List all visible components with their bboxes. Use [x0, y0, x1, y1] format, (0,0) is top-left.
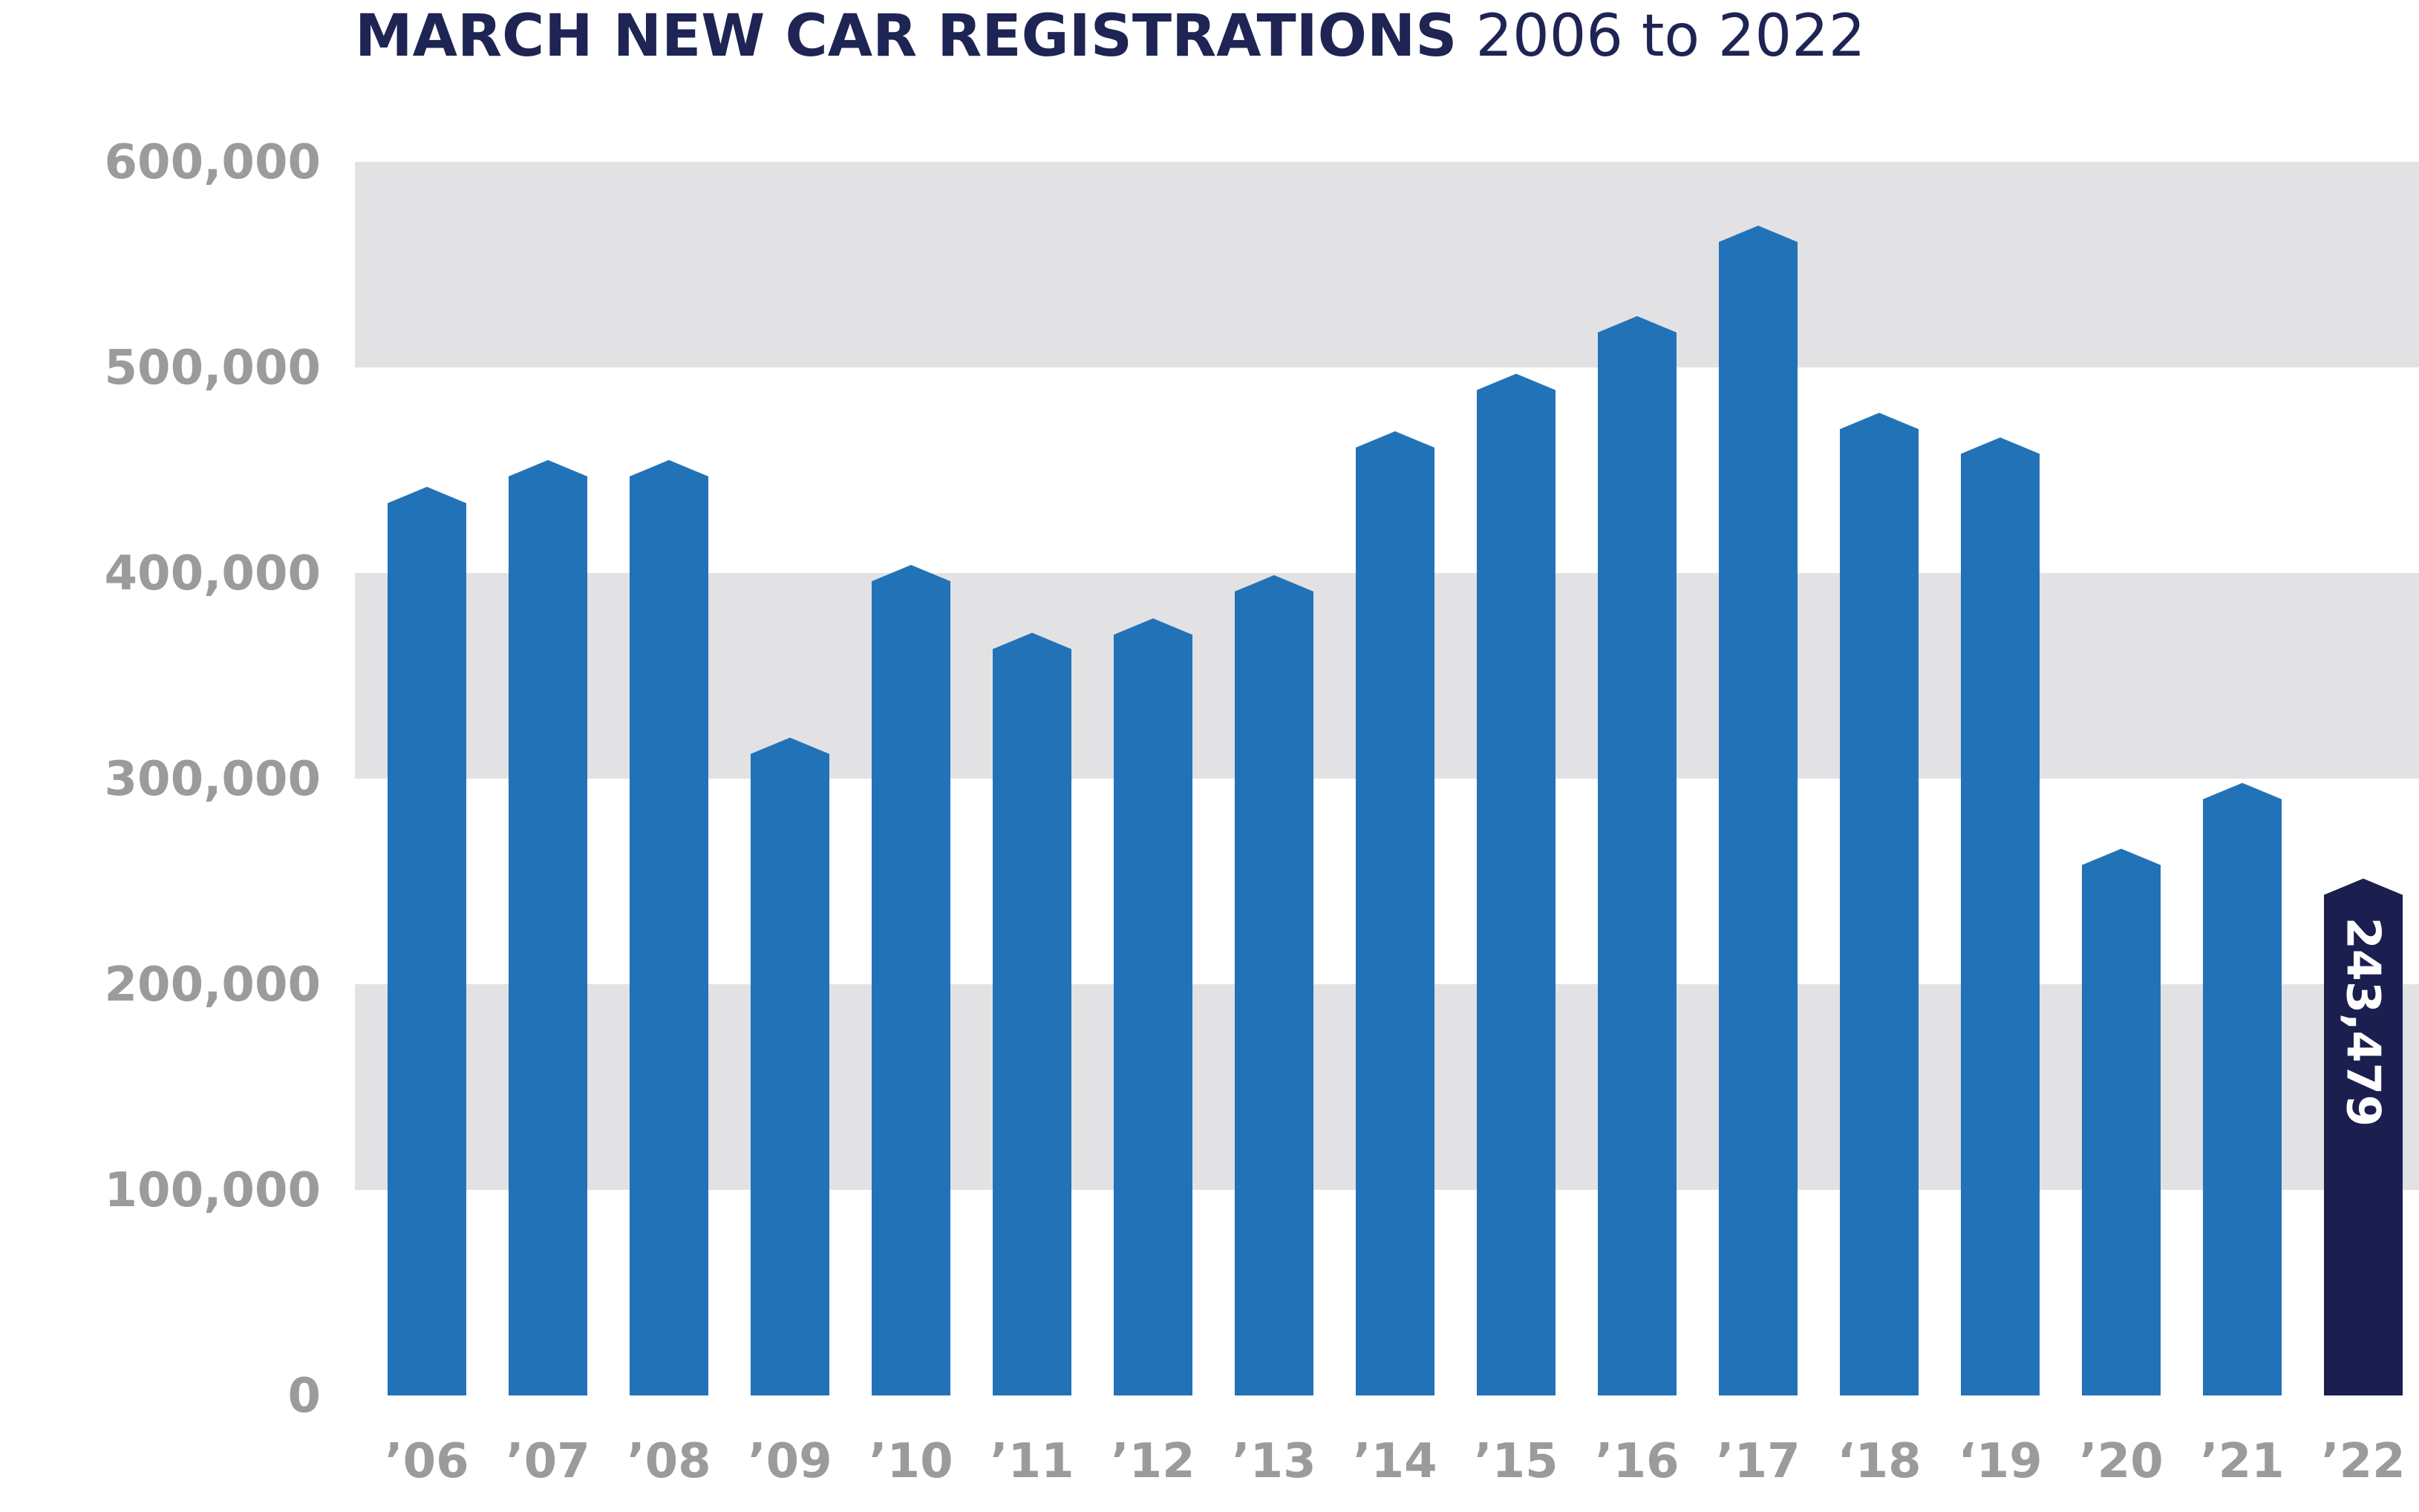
- x-tick-label: ’20: [2079, 1434, 2163, 1489]
- x-tick-label: ‘18: [1837, 1434, 1921, 1489]
- bar: [1598, 315, 1677, 1395]
- x-tick-label: ’12: [1111, 1434, 1195, 1489]
- y-tick-label: 200,000: [105, 958, 321, 1012]
- y-tick-label: 600,000: [105, 135, 321, 190]
- y-axis: 0 100,000 200,000 300,000 400,000 500,000 600,…: [105, 135, 321, 1424]
- y-tick-label: 0: [287, 1369, 321, 1424]
- bar: [993, 632, 1071, 1395]
- x-tick-label: ’10: [869, 1434, 953, 1489]
- bar: [388, 486, 466, 1395]
- bar: [630, 459, 708, 1395]
- x-axis: ’06 ’07 ’08 ’09 ’10 ’11 ’12 ’13 ’14 ’15 ’16 ’17 ‘18 ‘…: [385, 1434, 2405, 1489]
- x-tick-label: ’16: [1595, 1434, 1679, 1489]
- chart-title-main: MARCH NEW CAR REGISTRATIONS: [355, 3, 1457, 70]
- chart-title: MARCH NEW CAR REGISTRATIONS 2006 to 2022: [355, 3, 1865, 70]
- x-tick-label: ’21: [2200, 1434, 2284, 1489]
- x-tick-label: ’15: [1474, 1434, 1558, 1489]
- x-tick-label: ’06: [385, 1434, 469, 1489]
- bar: [1961, 437, 2040, 1395]
- bar: [509, 459, 587, 1395]
- bar: [2082, 848, 2161, 1395]
- bar: [1719, 226, 1798, 1395]
- x-tick-label: ’11: [990, 1434, 1074, 1489]
- chart-title-years: 2006 to 2022: [1476, 3, 1866, 70]
- bar-value-label: 243,479: [2337, 917, 2391, 1127]
- bar: [872, 565, 950, 1395]
- x-tick-label: ’14: [1353, 1434, 1437, 1489]
- y-tick-label: 400,000: [105, 546, 321, 601]
- x-tick-label: ‘19: [1958, 1434, 2042, 1489]
- gridline-band: [355, 162, 2419, 367]
- bar: [751, 737, 829, 1395]
- x-tick-label: ’22: [2321, 1434, 2405, 1489]
- y-tick-label: 100,000: [105, 1163, 321, 1218]
- data-labels: 243,479: [2337, 917, 2391, 1127]
- bar: [1356, 431, 1434, 1395]
- x-tick-label: ’08: [627, 1434, 711, 1489]
- bar: [1477, 373, 1555, 1396]
- bar: [1114, 618, 1192, 1395]
- x-tick-label: ’17: [1716, 1434, 1800, 1489]
- bar-highlight: [2324, 878, 2403, 1395]
- x-tick-label: ’13: [1232, 1434, 1316, 1489]
- y-tick-label: 500,000: [105, 341, 321, 396]
- bar: [1840, 413, 1919, 1395]
- bar: [2203, 782, 2282, 1395]
- y-tick-label: 300,000: [105, 752, 321, 807]
- bar: [1235, 575, 1313, 1396]
- x-tick-label: ’09: [748, 1434, 832, 1489]
- bar-series: [388, 226, 2403, 1396]
- x-tick-label: ’07: [506, 1434, 590, 1489]
